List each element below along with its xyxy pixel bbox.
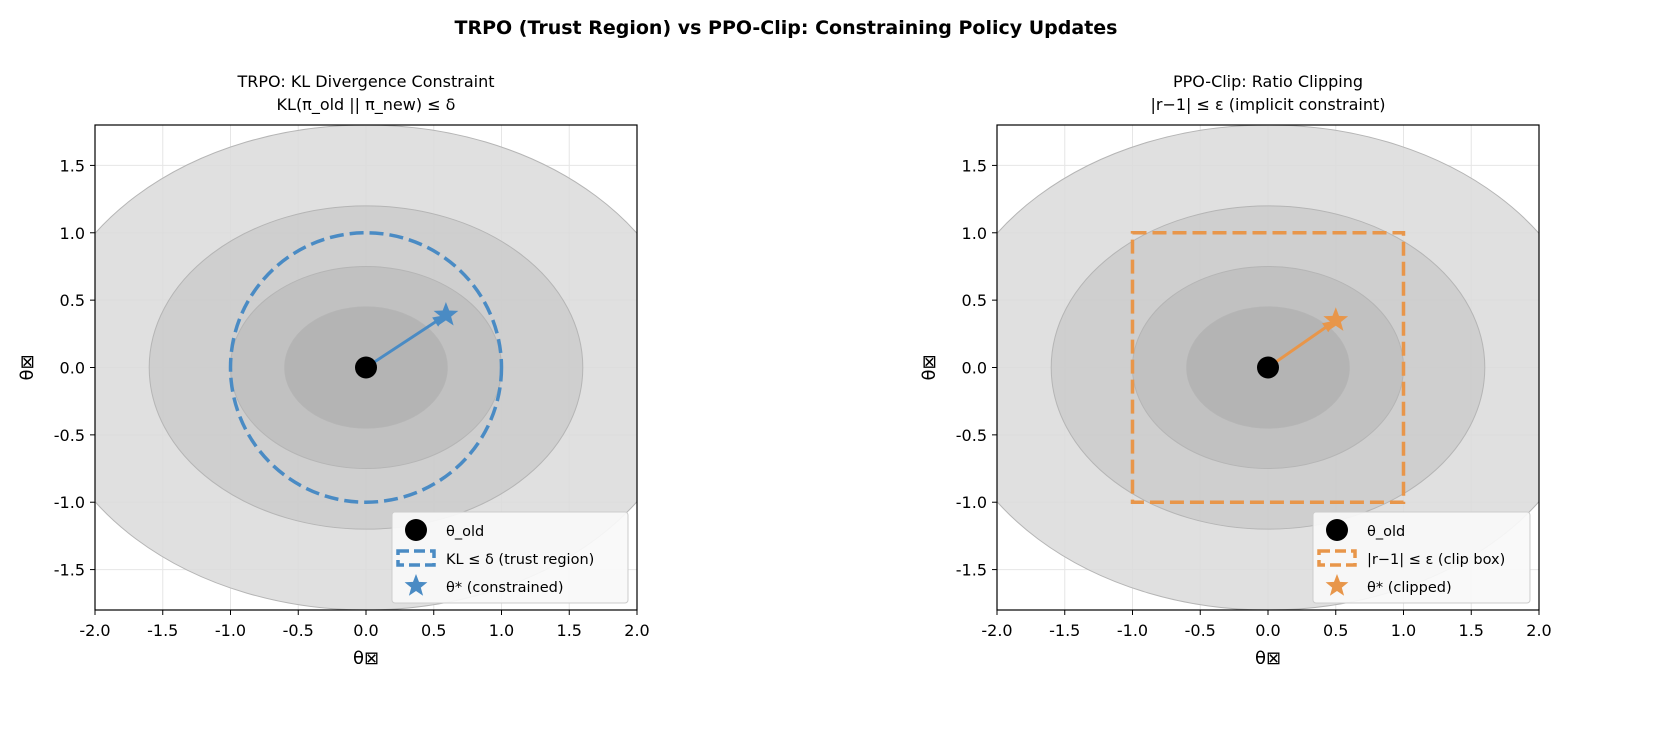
x-tick-label: 1.0 bbox=[489, 621, 514, 640]
update-arrow bbox=[1267, 319, 1337, 369]
legend-marker-theta-old bbox=[1326, 519, 1348, 541]
x-tick-label: 1.5 bbox=[1459, 621, 1484, 640]
panel-title: |r−1| ≤ ε (implicit constraint) bbox=[1151, 95, 1386, 114]
x-tick-label: 0.0 bbox=[1255, 621, 1280, 640]
panel-1: -2.0 -1.5 -1.0 -0.5 0.0 0.5 1.0 1.5 2.0 -1.5 -1.0 -… bbox=[17, 72, 650, 669]
panel-title: KL(π_old || π_new) ≤ δ bbox=[277, 95, 456, 115]
theta-old-point bbox=[355, 356, 377, 379]
theta-star-point bbox=[1323, 307, 1349, 331]
x-tick-label: 2.0 bbox=[624, 621, 649, 640]
theta-star-point bbox=[433, 302, 459, 326]
y-tick-label: 0.0 bbox=[962, 359, 987, 378]
legend-marker-constraint bbox=[1317, 549, 1357, 567]
legend-label: θ_old bbox=[446, 524, 484, 540]
x-tick-label: -0.5 bbox=[1185, 621, 1216, 640]
update-arrow bbox=[365, 313, 447, 369]
plot-area bbox=[997, 125, 1539, 610]
y-tick-label: 0.5 bbox=[962, 291, 987, 310]
y-tick-label: 0.5 bbox=[60, 291, 85, 310]
legend-box bbox=[391, 511, 629, 604]
legend-marker-theta-old bbox=[405, 519, 427, 541]
x-axis-label: θ⊠ bbox=[1255, 648, 1281, 669]
legend-label: θ* (constrained) bbox=[446, 580, 564, 596]
y-tick-label: -1.0 bbox=[54, 493, 85, 512]
legend-marker-theta-star bbox=[1325, 574, 1349, 596]
x-tick-label: -1.0 bbox=[1117, 621, 1148, 640]
x-tick-label: 1.5 bbox=[557, 621, 582, 640]
y-tick-label: -1.5 bbox=[54, 561, 85, 580]
clip-box bbox=[1130, 231, 1406, 504]
legend-label: θ* (clipped) bbox=[1367, 580, 1452, 596]
legend-marker-theta-star bbox=[404, 574, 428, 596]
y-tick-label: 1.5 bbox=[60, 156, 85, 175]
panel-2: -2.0 -1.5 -1.0 -0.5 0.0 0.5 1.0 1.5 2.0 -1.5 -1.0 -… bbox=[919, 72, 1552, 669]
x-tick-label: -1.5 bbox=[1049, 621, 1080, 640]
x-tick-label: 2.0 bbox=[1526, 621, 1551, 640]
y-axis-label: θ⊠ bbox=[919, 354, 940, 380]
y-tick-label: 1.0 bbox=[60, 224, 85, 243]
x-tick-label: -1.5 bbox=[147, 621, 178, 640]
legend-label: KL ≤ δ (trust region) bbox=[446, 552, 594, 568]
y-tick-label: -1.0 bbox=[956, 493, 987, 512]
legend-label: |r−1| ≤ ε (clip box) bbox=[1367, 552, 1505, 568]
x-tick-label: 0.5 bbox=[421, 621, 446, 640]
legend-box bbox=[1312, 511, 1531, 604]
x-tick-label: -0.5 bbox=[283, 621, 314, 640]
panel-title: PPO-Clip: Ratio Clipping bbox=[1173, 72, 1363, 91]
y-tick-label: -0.5 bbox=[54, 426, 85, 445]
legend: θ_old |r−1| ≤ ε (clip box) θ* (clipped) bbox=[1312, 511, 1531, 604]
legend: θ_old KL ≤ δ (trust region) θ* (constraine… bbox=[391, 511, 629, 604]
suptitle: TRPO (Trust Region) vs PPO-Clip: Constra… bbox=[455, 17, 1118, 39]
y-tick-label: 0.0 bbox=[60, 359, 85, 378]
plot-area bbox=[95, 125, 637, 610]
x-tick-label: 0.5 bbox=[1323, 621, 1348, 640]
x-tick-label: -2.0 bbox=[981, 621, 1012, 640]
y-axis-label: θ⊠ bbox=[17, 354, 38, 380]
x-tick-label: -2.0 bbox=[79, 621, 110, 640]
y-tick-label: 1.0 bbox=[962, 224, 987, 243]
y-tick-label: -0.5 bbox=[956, 426, 987, 445]
legend-label: θ_old bbox=[1367, 524, 1405, 540]
legend-marker-constraint bbox=[396, 549, 436, 567]
x-axis-label: θ⊠ bbox=[353, 648, 379, 669]
theta-old-point bbox=[1257, 356, 1279, 379]
y-tick-label: 1.5 bbox=[962, 156, 987, 175]
x-tick-label: 1.0 bbox=[1391, 621, 1416, 640]
y-tick-label: -1.5 bbox=[956, 561, 987, 580]
panel-title: TRPO: KL Divergence Constraint bbox=[236, 72, 494, 91]
x-tick-label: 0.0 bbox=[353, 621, 378, 640]
trust-region-circle bbox=[228, 231, 504, 504]
x-tick-label: -1.0 bbox=[215, 621, 246, 640]
